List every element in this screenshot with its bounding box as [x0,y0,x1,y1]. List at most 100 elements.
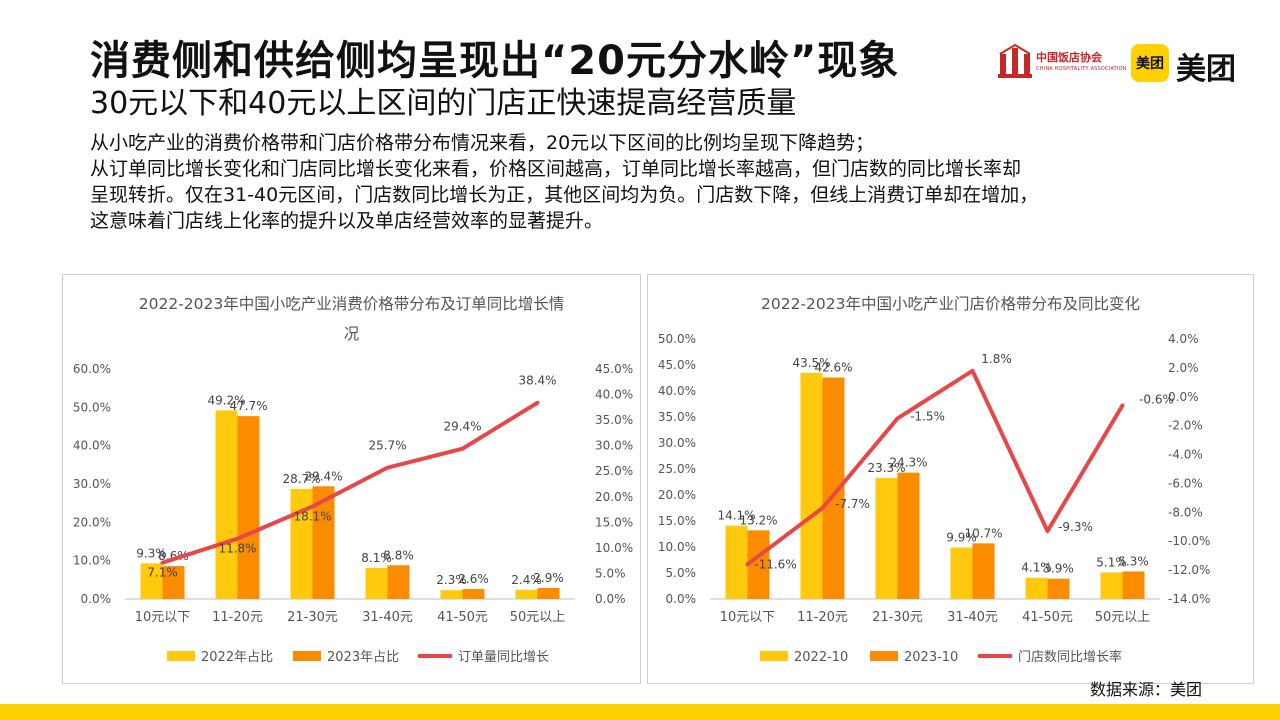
line-data-label: -7.7% [835,497,870,511]
y-right-tick-label: 30.0% [595,439,633,453]
bar-data-label: 5.3% [1118,554,1149,568]
y-left-tick-label: 15.0% [658,514,696,528]
y-left-tick-label: 30.0% [658,436,696,450]
bar-data-label: 2.6% [458,572,489,586]
bar [1025,577,1048,599]
y-right-tick-label: 15.0% [595,515,633,529]
y-right-tick-label: 20.0% [595,490,633,504]
y-left-tick-label: 40.0% [73,439,111,453]
chart-title: 2022-2023年中国小吃产业门店价格带分布及同比变化 [648,289,1253,319]
meituan-logo-text: 美团 [1176,52,1236,87]
bar-data-label: 42.6% [814,360,852,374]
bar-data-label: 2.9% [533,571,564,585]
y-right-tick-label: -10.0% [1168,534,1210,548]
bar [387,565,410,599]
bar [800,372,823,599]
y-right-tick-label: -4.0% [1168,448,1203,462]
y-right-tick-label: 5.0% [595,566,626,580]
y-right-tick-label: 2.0% [1168,361,1199,375]
y-left-tick-label: 0.0% [666,592,697,606]
y-right-tick-label: -8.0% [1168,505,1203,519]
x-category-label: 50元以上 [1095,610,1151,625]
y-left-tick-label: 10.0% [73,554,111,568]
bar-data-label: 24.3% [889,456,927,470]
legend-swatch [760,651,788,661]
consumption-chart: 0.0% 10.0% 20.0% 30.0% 40.0% 50.0% 60.0% 0.0% 5.… [73,362,633,665]
line-data-label: -11.6% [754,557,796,571]
y-left-tick-label: 25.0% [658,462,696,476]
line-data-label: -9.3% [1058,520,1093,534]
bar [537,587,560,599]
line-data-label: 38.4% [518,374,556,388]
y-left-tick-label: 30.0% [73,477,111,491]
description-line: 从订单同比增长变化和门店同比增长变化来看，价格区间越高，订单同比增长率越高，但门… [90,158,1022,180]
x-category-label: 10元以下 [720,610,776,625]
bar-data-label: 49.2% [207,393,245,407]
bar-data-label: 23.3% [867,461,905,475]
x-category-label: 31-40元 [947,610,998,625]
bar [950,547,973,599]
bar-data-label: 4.1% [1021,561,1052,575]
bar-data-label: 47.7% [229,399,267,413]
x-category-label: 11-20元 [797,610,848,625]
line-data-label: 11.8% [218,542,256,556]
line-data-label: 7.1% [147,566,178,580]
y-left-tick-label: 5.0% [666,566,697,580]
x-category-label: 41-50元 [1022,610,1073,625]
y-right-tick-label: 45.0% [595,362,633,376]
logo-group: 中国饭店协会 CHINA HOSPITALITY ASSOCIATION 美团 … [998,42,1248,87]
bar-data-label: 5.1% [1096,555,1127,569]
y-right-tick-label: 0.0% [1168,390,1199,404]
series-line [160,400,540,565]
bar [162,566,185,599]
y-right-tick-label: -6.0% [1168,476,1203,490]
bar [1100,572,1123,599]
x-category-label: 10元以下 [135,610,191,625]
y-left-tick-label: 40.0% [658,384,696,398]
page-title: 消费侧和供给侧均呈现出“20元分水岭”现象 [90,38,900,84]
line-data-label: 25.7% [368,439,406,453]
bar [972,543,995,599]
bar [140,563,163,599]
cha-logo-icon [998,44,1032,78]
y-right-tick-label: 35.0% [595,413,633,427]
x-category-label: 11-20元 [212,610,263,625]
y-right-tick-label: 25.0% [595,464,633,478]
bar [897,472,920,599]
line-data-label: -1.5% [910,409,945,423]
legend-label: 2022-10 [794,650,848,665]
x-category-label: 21-30元 [872,610,923,625]
legend-swatch [870,651,898,661]
y-right-tick-label: 40.0% [595,388,633,402]
legend-label: 订单量同比增长 [458,650,549,665]
store-chart: 0.0% 5.0% 10.0% 15.0% 20.0% 25.0% 30.0% 35.0% 40… [658,332,1211,665]
bar [312,486,335,599]
store-chart-panel: 2022-2023年中国小吃产业门店价格带分布及同比变化 0.0% 5.0% 10.… [647,274,1254,684]
description: 从小吃产业的消费价格带和门店价格带分布情况来看，20元以下区间的比例均呈现下降趋… [90,130,1200,234]
meituan-badge: 美团 [1131,44,1169,82]
chart-title-line: 2022-2023年中国小吃产业消费价格带分布及订单同比增长情 [138,295,565,313]
bar-data-label: 8.8% [383,548,414,562]
description-line: 这意味着门店线上化率的提升以及单店经营效率的显著提升。 [90,210,604,232]
line-data-label: -0.6% [1139,392,1174,406]
bar [290,488,313,599]
bar-data-label: 29.4% [304,469,342,483]
line-data-label: 1.8% [981,352,1012,366]
bar-data-label: 10.7% [964,526,1002,540]
y-right-tick-label: -12.0% [1168,563,1210,577]
y-right-tick-label: 0.0% [595,592,626,606]
x-category-label: 41-50元 [437,610,488,625]
bar-data-label: 2.4% [511,573,542,587]
bar-data-label: 28.7% [282,472,320,486]
legend-swatch [167,651,195,661]
line-data-label: 18.1% [293,509,331,523]
description-line: 呈现转折。仅在31-40元区间，门店数同比增长为正，其他区间均为负。门店数下降，… [90,184,1039,206]
consumption-chart-panel: 2022-2023年中国小吃产业消费价格带分布及订单同比增长情 况 0.0% 10… [62,274,641,684]
y-left-tick-label: 20.0% [658,488,696,502]
cha-logo-en: CHINA HOSPITALITY ASSOCIATION [1036,66,1127,72]
chart-title-line: 2022-2023年中国小吃产业门店价格带分布及同比变化 [761,295,1140,313]
chart-title: 2022-2023年中国小吃产业消费价格带分布及订单同比增长情 况 [63,289,640,349]
y-left-tick-label: 45.0% [658,358,696,372]
bar [822,377,845,599]
x-category-label: 31-40元 [362,610,413,625]
